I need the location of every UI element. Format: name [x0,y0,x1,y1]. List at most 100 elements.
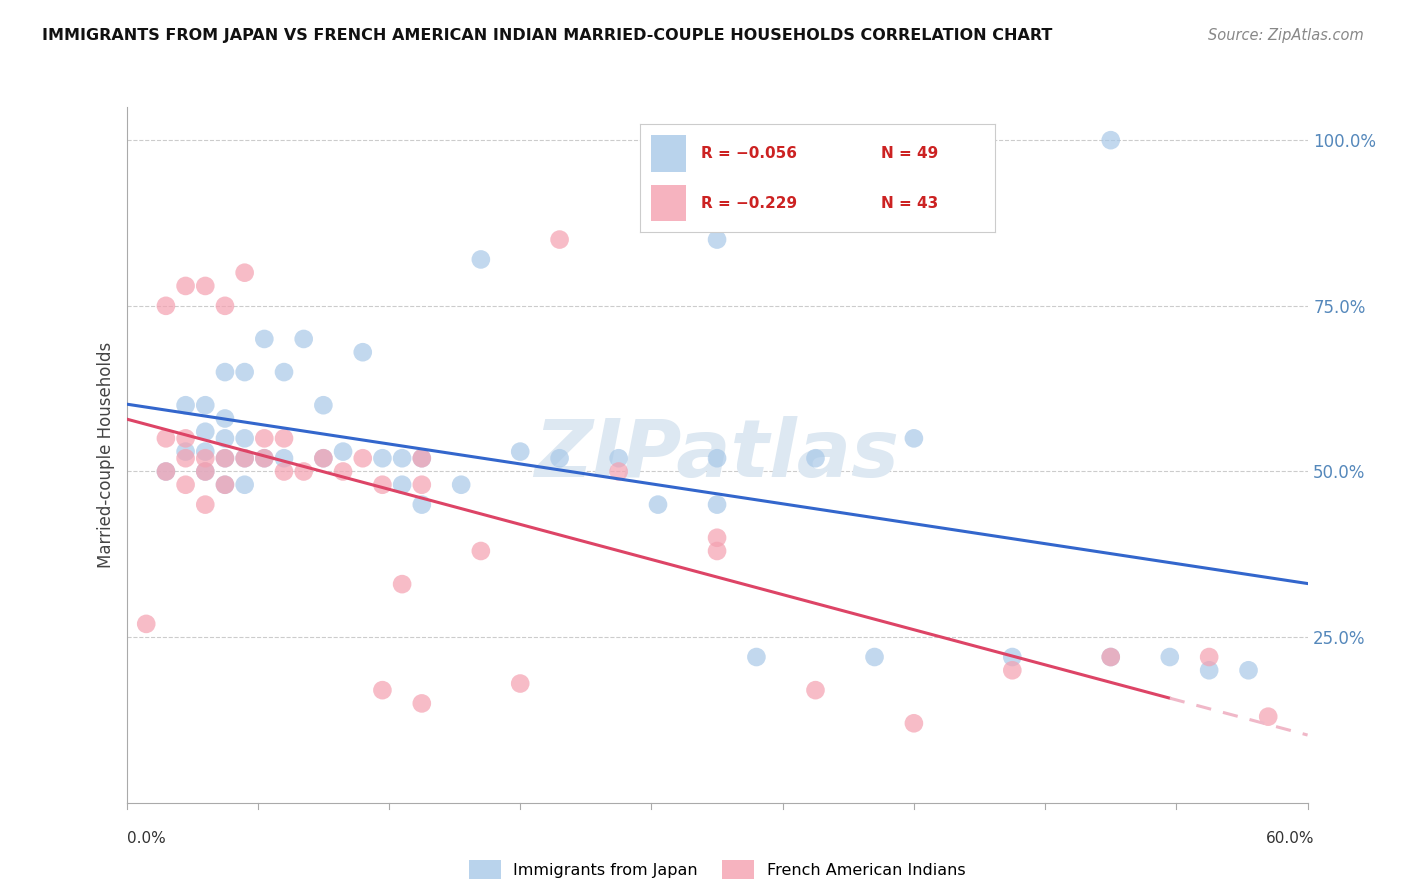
Point [155,299,177,313]
Text: 60.0%: 60.0% [1267,831,1315,846]
Point [332,465,354,479]
Text: N = 43: N = 43 [882,195,938,211]
Point [391,577,413,591]
Point [1237,663,1260,677]
Point [273,465,295,479]
Point [1099,650,1122,665]
Point [253,332,276,346]
Text: 0.0%: 0.0% [127,831,166,846]
Point [706,531,728,545]
Text: IMMIGRANTS FROM JAPAN VS FRENCH AMERICAN INDIAN MARRIED-COUPLE HOUSEHOLDS CORREL: IMMIGRANTS FROM JAPAN VS FRENCH AMERICAN… [42,29,1053,43]
Point [174,451,197,466]
Point [155,465,177,479]
Point [273,451,295,466]
Point [647,498,669,512]
Point [706,451,728,466]
Point [509,444,531,458]
Point [214,451,236,466]
Point [1001,650,1024,665]
Point [194,425,217,439]
Point [312,451,335,466]
Point [804,451,827,466]
Point [470,252,492,267]
Point [155,465,177,479]
Point [273,431,295,445]
Point [292,332,315,346]
Point [135,616,157,631]
Point [174,444,197,458]
Point [706,233,728,247]
Point [233,451,256,466]
Point [174,398,197,412]
Point [312,398,335,412]
Point [194,498,217,512]
Point [391,477,413,491]
Text: R = −0.229: R = −0.229 [700,195,797,211]
Point [233,266,256,280]
Text: N = 49: N = 49 [882,146,938,161]
Point [352,451,374,466]
Point [194,279,217,293]
Point [903,716,925,731]
Point [745,650,768,665]
Point [194,465,217,479]
Point [903,431,925,445]
Bar [651,136,686,172]
Point [253,451,276,466]
Point [194,465,217,479]
Text: ZIPatlas: ZIPatlas [534,416,900,494]
Point [607,451,630,466]
Point [214,451,236,466]
Point [174,279,197,293]
Point [371,477,394,491]
Point [332,444,354,458]
Point [155,431,177,445]
Point [214,411,236,425]
Text: Source: ZipAtlas.com: Source: ZipAtlas.com [1208,29,1364,43]
Point [194,398,217,412]
Point [292,465,315,479]
Point [273,365,295,379]
Point [174,477,197,491]
Point [253,431,276,445]
Point [233,451,256,466]
Point [174,431,197,445]
Point [1001,663,1024,677]
Point [391,451,413,466]
Point [1198,650,1220,665]
Point [804,683,827,698]
Point [352,345,374,359]
Point [214,477,236,491]
Point [214,477,236,491]
Point [548,233,571,247]
Point [450,477,472,491]
Point [371,683,394,698]
Point [411,451,433,466]
Point [214,431,236,445]
Point [411,477,433,491]
Point [1257,709,1279,723]
Point [312,451,335,466]
Point [1099,650,1122,665]
Point [548,451,571,466]
Point [706,544,728,558]
Point [371,451,394,466]
Point [509,676,531,690]
Point [706,498,728,512]
Point [233,477,256,491]
Point [214,365,236,379]
Point [607,465,630,479]
Point [233,365,256,379]
Point [470,544,492,558]
Point [1099,133,1122,147]
Point [233,431,256,445]
Bar [651,185,686,221]
Point [1159,650,1181,665]
Point [411,451,433,466]
Legend: Immigrants from Japan, French American Indians: Immigrants from Japan, French American I… [463,854,972,885]
Point [863,650,886,665]
Point [214,299,236,313]
Point [1198,663,1220,677]
Point [194,451,217,466]
Y-axis label: Married-couple Households: Married-couple Households [97,342,115,568]
